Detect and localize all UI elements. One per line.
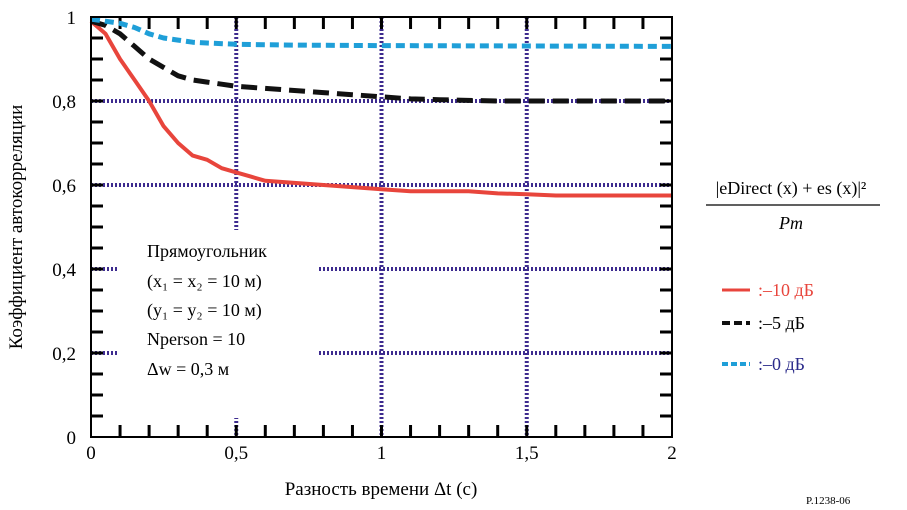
annotation-background <box>118 230 318 418</box>
y-tick-label: 1 <box>67 8 77 29</box>
legend: :–10 дБ :–5 дБ :–0 дБ <box>722 280 814 374</box>
series-line-1 <box>90 18 672 104</box>
x-tick-label: 0,5 <box>224 443 248 464</box>
y-tick-label: 0,6 <box>52 176 76 197</box>
legend-label-0: :–10 дБ <box>758 280 814 300</box>
formula-numerator: |eDirect (x) + es (x)|² <box>716 178 867 199</box>
figure-id: P.1238-06 <box>806 495 851 507</box>
y-tick-label: 0 <box>67 428 77 449</box>
formula: |eDirect (x) + es (x)|² Pm <box>706 178 880 233</box>
annotation-line-3: (y₁ = y₂ = 10 м) <box>147 300 262 321</box>
legend-label-2: :–0 дБ <box>758 354 805 374</box>
y-axis-label: Коэффициент автокорреляции <box>6 105 27 350</box>
y-tick-label: 0,2 <box>52 344 76 365</box>
x-tick-label: 1,5 <box>515 443 539 464</box>
series-lines <box>89 16 673 198</box>
annotation-line-4: Nperson = 10 <box>147 329 245 349</box>
series-line-0 <box>89 19 672 198</box>
annotation-line-1: Прямоугольник <box>147 241 267 261</box>
y-tick-label: 0,8 <box>52 92 76 113</box>
y-tick-label: 0,4 <box>52 260 76 281</box>
annotation-line-5: Δw = 0,3 м <box>147 359 229 379</box>
tick-labels: 0 0,5 1 1,5 2 0 0,2 0,4 0,6 0,8 1 <box>52 8 677 464</box>
legend-label-1: :–5 дБ <box>758 313 805 333</box>
series-line-2 <box>90 16 673 49</box>
x-tick-label: 0 <box>86 443 96 464</box>
annotation-line-2: (x₁ = x₂ = 10 м) <box>147 271 262 292</box>
formula-denominator: Pm <box>778 213 803 233</box>
plot-frame <box>90 16 673 438</box>
x-tick-label: 1 <box>377 443 387 464</box>
annotation-block: Прямоугольник (x₁ = x₂ = 10 м) (y₁ = y₂ … <box>147 241 267 379</box>
x-axis-label: Разность времени Δt (c) <box>285 479 478 500</box>
x-tick-label: 2 <box>667 443 677 464</box>
